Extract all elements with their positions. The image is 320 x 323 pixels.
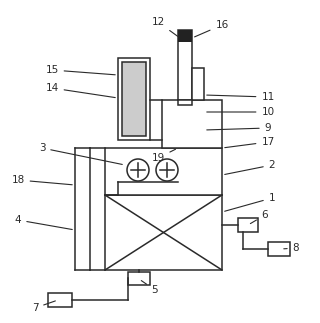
Text: 18: 18 — [12, 175, 72, 185]
Bar — [122, 62, 146, 136]
Text: 15: 15 — [45, 65, 115, 75]
Text: 2: 2 — [225, 160, 275, 174]
Bar — [178, 30, 192, 42]
Bar — [118, 58, 150, 140]
Text: 16: 16 — [195, 20, 228, 37]
Bar — [268, 242, 290, 256]
Bar — [48, 293, 72, 307]
Text: 6: 6 — [250, 210, 268, 224]
Text: 1: 1 — [225, 193, 275, 211]
Bar — [105, 195, 222, 270]
Text: 8: 8 — [284, 243, 299, 253]
Bar — [192, 68, 204, 100]
Text: 5: 5 — [141, 281, 158, 295]
Bar — [105, 148, 222, 195]
Text: 17: 17 — [225, 137, 275, 148]
Text: 7: 7 — [32, 301, 55, 313]
Bar — [178, 30, 192, 100]
Bar — [128, 272, 150, 285]
Text: 12: 12 — [151, 17, 178, 36]
Text: 4: 4 — [15, 215, 72, 230]
Bar — [178, 100, 192, 105]
Text: 3: 3 — [39, 143, 122, 164]
Bar — [238, 218, 258, 232]
Text: 11: 11 — [207, 92, 275, 102]
Text: 14: 14 — [45, 83, 115, 98]
Bar — [162, 100, 222, 148]
Text: 19: 19 — [151, 149, 175, 163]
Text: 9: 9 — [207, 123, 271, 133]
Text: 10: 10 — [207, 107, 275, 117]
